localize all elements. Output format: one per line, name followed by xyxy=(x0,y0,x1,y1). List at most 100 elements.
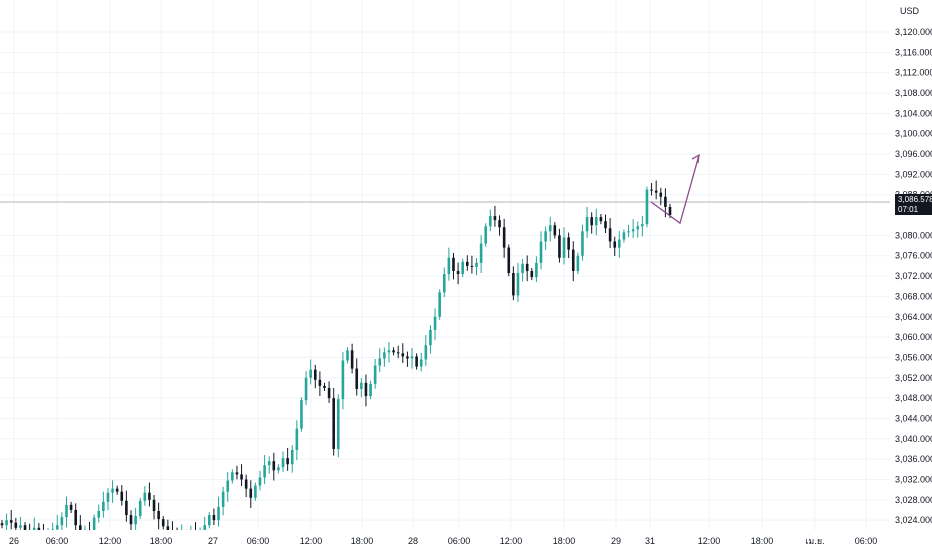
price-tick-label: 3,052.000 xyxy=(895,373,932,383)
candle-body xyxy=(484,226,488,244)
candle-body xyxy=(516,273,520,296)
candle-body xyxy=(300,400,303,429)
candle-body xyxy=(97,511,101,518)
candle-body xyxy=(553,225,557,236)
price-tick-label: 3,056.000 xyxy=(895,352,932,362)
candle-body xyxy=(456,270,460,275)
candle-body xyxy=(350,350,354,369)
candle-body xyxy=(267,461,271,466)
candle-body xyxy=(548,225,552,232)
candle-body xyxy=(65,504,68,518)
candle-body xyxy=(544,231,547,242)
candle-body xyxy=(641,224,644,227)
candle-body xyxy=(525,263,529,271)
candle-body xyxy=(369,383,372,397)
candle-body xyxy=(102,501,105,512)
candle-body xyxy=(521,263,524,274)
price-chart-plot[interactable] xyxy=(0,0,890,530)
candle-body xyxy=(272,461,276,471)
last-price-badge: 3,086.578 07:01 xyxy=(895,194,932,215)
price-tick-label: 3,120.000 xyxy=(895,27,932,37)
price-tick-label: 3,040.000 xyxy=(895,434,932,444)
candle-body xyxy=(9,520,13,523)
candle-body xyxy=(313,369,317,380)
candle-body xyxy=(567,237,570,250)
candle-body xyxy=(613,241,617,248)
candle-body xyxy=(208,515,211,526)
candle-body xyxy=(295,428,299,450)
price-tick-label: 3,080.000 xyxy=(895,230,932,240)
time-tick-label: 12:00 xyxy=(300,536,323,546)
candle-body xyxy=(585,217,589,232)
candle-body xyxy=(125,500,128,516)
time-tick-label: 06:00 xyxy=(855,536,878,546)
candle-body xyxy=(226,480,230,492)
candle-body xyxy=(594,217,598,226)
price-tick-label: 3,028.000 xyxy=(895,495,932,505)
candle-body xyxy=(608,228,612,242)
time-tick-label: 18:00 xyxy=(351,536,374,546)
candle-body xyxy=(355,368,359,389)
candle-body xyxy=(318,379,322,386)
candle-body xyxy=(240,474,243,480)
time-axis[interactable]: 26 06:00 12:00 18:00 27 06:00 12:00 18:00 28 06:0… xyxy=(0,530,890,550)
candle-body xyxy=(415,356,418,367)
price-tick-label: 3,104.000 xyxy=(895,108,932,118)
time-tick-label: 06:00 xyxy=(247,536,270,546)
projection-arrow-path[interactable] xyxy=(650,154,700,225)
candle-body xyxy=(571,249,575,271)
candle-body xyxy=(254,485,257,498)
candle-body xyxy=(618,239,621,248)
time-tick-label: 27 xyxy=(208,536,218,546)
candle-body xyxy=(498,220,501,228)
candle-body xyxy=(590,217,593,226)
candle-body xyxy=(244,479,248,489)
candle-body xyxy=(281,458,285,468)
candle-body xyxy=(465,261,469,266)
candle-body xyxy=(470,265,474,267)
candlestick-series xyxy=(0,180,672,530)
candle-body xyxy=(134,516,137,525)
time-tick-label: 29 xyxy=(611,536,621,546)
candle-body xyxy=(290,449,294,465)
candle-body xyxy=(475,262,478,267)
candle-body xyxy=(37,527,41,530)
candle-body xyxy=(442,274,446,293)
price-tick-label: 3,116.000 xyxy=(895,47,932,57)
candle-body xyxy=(622,232,626,240)
time-tick-label: 18:00 xyxy=(150,536,173,546)
candle-body xyxy=(258,477,262,486)
candle-body xyxy=(152,499,156,512)
price-axis[interactable]: 3,120.000 3,116.000 3,112.000 3,108.000 3,10… xyxy=(890,0,932,530)
candle-body xyxy=(5,520,8,526)
candle-body xyxy=(387,350,391,353)
candle-body xyxy=(373,365,377,384)
price-tick-label: 3,064.000 xyxy=(895,312,932,322)
candle-body xyxy=(23,525,27,530)
candle-body xyxy=(461,261,464,275)
candle-body xyxy=(452,257,455,271)
candle-body xyxy=(166,526,170,530)
price-tick-label: 3,068.000 xyxy=(895,291,932,301)
candle-body xyxy=(599,217,603,222)
time-tick-label: 18:00 xyxy=(751,536,774,546)
currency-label[interactable]: USD xyxy=(900,6,920,16)
time-tick-label: 06:00 xyxy=(448,536,471,546)
candle-body xyxy=(263,465,266,478)
price-tick-label: 3,092.000 xyxy=(895,169,932,179)
candle-body xyxy=(438,292,441,317)
candle-body xyxy=(631,229,635,232)
last-price-value: 3,086.578 xyxy=(898,195,932,204)
candle-body xyxy=(60,517,64,526)
candle-body xyxy=(115,488,119,492)
candle-body xyxy=(419,359,423,367)
candle-body xyxy=(304,377,308,401)
time-tick-label: 06:00 xyxy=(46,536,69,546)
candle-body xyxy=(558,235,561,258)
candle-body xyxy=(346,350,349,361)
candle-body xyxy=(51,529,54,530)
candle-body xyxy=(581,231,584,256)
price-tick-label: 3,072.000 xyxy=(895,271,932,281)
candle-body xyxy=(157,511,160,520)
price-tick-label: 3,032.000 xyxy=(895,474,932,484)
